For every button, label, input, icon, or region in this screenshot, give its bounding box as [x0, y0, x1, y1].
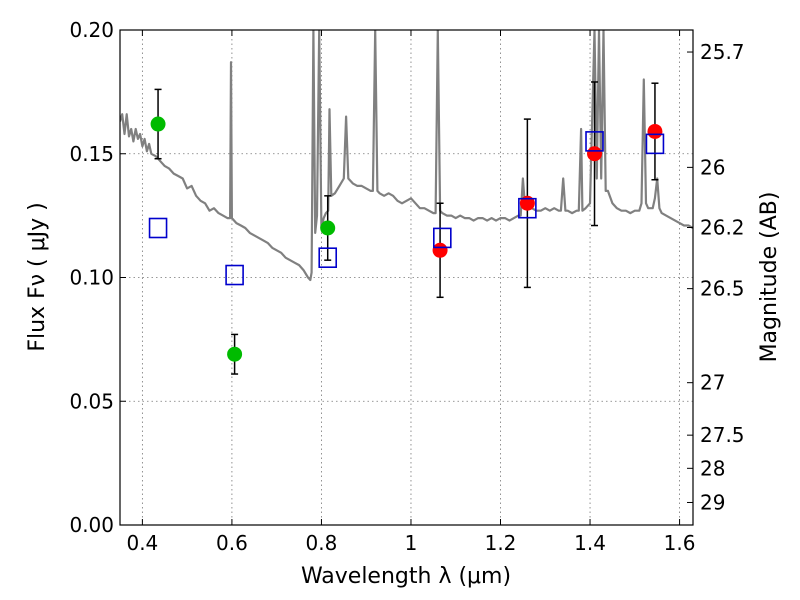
red-data-point: [519, 195, 535, 211]
y-tick-label: 0.20: [69, 18, 114, 42]
model-square-point: [318, 247, 338, 268]
x-tick-label: 0.4: [126, 531, 158, 555]
red-data-point: [647, 123, 663, 139]
x-tick-label: 1.6: [664, 531, 696, 555]
y2-tick-label: 28: [700, 456, 725, 480]
y2-tick-label: 26: [700, 155, 725, 179]
y2-tick-label: 27: [700, 371, 725, 395]
model-square-point: [148, 217, 168, 239]
data-points: [148, 81, 665, 375]
green-data-point: [150, 116, 166, 132]
green-data-point: [320, 220, 336, 236]
red-data-point: [587, 146, 603, 162]
model-spectrum: [120, 30, 693, 282]
model-square-point: [433, 227, 452, 249]
x-tick-label: 0.6: [216, 531, 248, 555]
y2-axis-label: Magnitude (AB): [757, 192, 782, 363]
y-tick-label: 0.10: [69, 266, 114, 290]
y2-tick-label: 26.5: [700, 277, 745, 301]
axis-ticks: 0.4 0.6 0.8 1 1.2 1.4 1.6 0.00 0.05 0.10 0.15 0.20 2…: [69, 18, 744, 555]
model-spectrum-line: [120, 30, 693, 282]
y-tick-label: 0.05: [69, 389, 114, 413]
red-data-point: [432, 242, 448, 258]
x-tick-label: 0.8: [306, 531, 338, 555]
y2-tick-label: 29: [700, 490, 725, 514]
x-tick-label: 1: [405, 531, 418, 555]
y-tick-label: 0.15: [69, 142, 114, 166]
grid: [120, 29, 693, 526]
y2-tick-label: 27.5: [700, 423, 745, 447]
y-tick-label: 0.00: [69, 513, 114, 537]
y2-tick-label: 25.7: [700, 40, 745, 64]
green-data-point: [227, 346, 243, 362]
y2-tick-label: 26.2: [700, 216, 745, 240]
x-tick-label: 1.4: [574, 531, 606, 555]
x-tick-label: 1.2: [485, 531, 517, 555]
model-square-point: [518, 197, 537, 219]
y-axis-label: Flux Fν ( μJy ): [25, 202, 50, 351]
model-square-point: [645, 133, 665, 155]
x-axis-label: Wavelength λ (μm): [301, 564, 511, 589]
model-square-point: [225, 264, 244, 286]
model-square-point: [585, 131, 604, 152]
